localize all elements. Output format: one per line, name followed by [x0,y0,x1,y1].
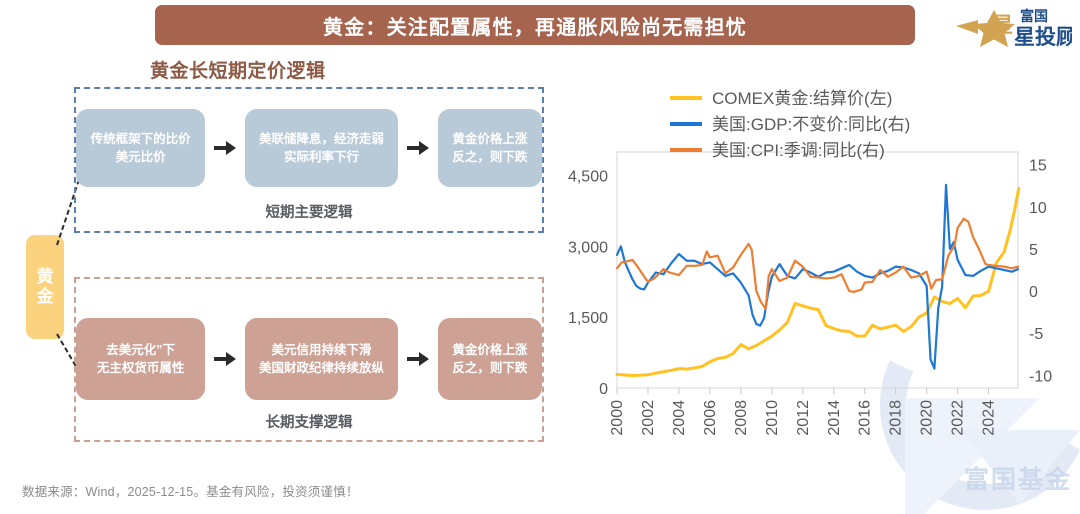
long-term-node-3[interactable]: 黄金价格上涨 反之，则下跌 [437,318,543,400]
long-term-node-2[interactable]: 美元信用持续下滑 美国财政纪律持续放纵 [245,318,398,400]
left-axis-tick-label: 0 [599,381,608,398]
header-bar: 黄金：关注配置属性，再通胀风险尚无需担忧 [155,5,915,45]
legend-label: 美国:CPI:季调:同比(右) [712,141,885,160]
right-axis-tick-label: -10 [1029,368,1052,385]
x-axis-tick-label: 2004 [671,400,688,436]
x-axis-tick-label: 2012 [795,400,812,436]
logo-brand-main: 星投顾 [1014,25,1072,49]
arrow-right-icon [214,352,237,366]
short-term-flow: 传统框架下的比价 美元比价 美联储降息，经济走弱 实际利率下行 黄金价格上涨 反之，则… [76,89,543,201]
left-axis-tick-label: 1,500 [568,310,608,327]
page-title: 黄金：关注配置属性，再通胀风险尚无需担忧 [323,16,747,39]
left-axis-tick-label: 4,500 [568,169,608,186]
gold-label-tag: 黄 金 [26,235,64,339]
star-icon [973,10,1015,47]
short-term-node-1[interactable]: 传统框架下的比价 美元比价 [76,109,206,187]
long-term-label: 长期支撑逻辑 [265,415,353,431]
x-axis-tick-label: 2018 [888,400,905,436]
x-axis-tick-label: 2022 [950,400,967,436]
brand-logo: 星 富国 星投顾 [954,4,1072,52]
x-axis-tick-label: 2006 [702,400,719,436]
x-axis-tick-label: 2002 [640,400,657,436]
x-axis-tick-label: 2020 [919,400,936,436]
series-line [615,186,1021,377]
legend-label: 美国:GDP:不变价:同比(右) [712,115,910,134]
x-axis-tick-label: 2000 [609,400,626,436]
right-axis-tick-label: 5 [1029,242,1038,259]
long-term-node-1[interactable]: 去美元化”下 无主权货币属性 [76,318,206,400]
right-axis-tick-label: -5 [1029,326,1043,343]
right-axis-tick-label: 10 [1029,200,1047,217]
short-term-node-2[interactable]: 美联储降息，经济走弱 实际利率下行 [245,109,398,187]
short-term-group: 传统框架下的比价 美元比价 美联储降息，经济走弱 实际利率下行 黄金价格上涨 反之，则… [74,87,544,233]
long-term-flow: 去美元化”下 无主权货币属性 美元信用持续下滑 美国财政纪律持续放纵 黄金价格上涨反… [76,279,543,411]
short-term-label: 短期主要逻辑 [265,205,353,221]
right-axis-tick-label: 15 [1029,158,1047,175]
data-source-footnote: 数据来源：Wind，2025-12-15。基金有风险，投资须谨慎！ [22,485,359,499]
arrow-right-icon [406,352,429,366]
plot-area [616,151,1019,389]
panel-title: 黄金长短期定价逻辑 [150,61,326,82]
x-axis-tick-label: 2010 [764,400,781,436]
x-axis-tick-label: 2016 [857,400,874,436]
gold-tag-char-1: 黄 [36,267,54,287]
logo-graphic: 星 富国 星投顾 [956,8,1072,49]
logo-brand-top: 富国 [1020,8,1048,24]
chart-canvas: 0 1,500 3,000 4,500 -10 -5 0 5 10 15 2000 2002 2004 2… [568,89,1052,436]
series-line [615,217,1020,310]
x-axis-tick-label: 2024 [981,400,998,436]
short-term-node-3[interactable]: 黄金价格上涨 反之，则下跌 [437,109,543,187]
long-term-group: 去美元化”下 无主权货币属性 美元信用持续下滑 美国财政纪律持续放纵 黄金价格上涨反… [74,277,544,442]
left-axis-tick-label: 3,000 [568,239,608,256]
x-axis-tick-label: 2014 [826,400,843,436]
x-axis-tick-label: 2008 [733,400,750,436]
arrow-right-icon [406,141,429,155]
star-tail-icon [956,20,978,34]
logo-star-char: 星 [992,14,1013,37]
right-axis-tick-label: 0 [1029,284,1038,301]
gold-tag-char-2: 金 [36,287,54,306]
gold-macro-chart: 0 1,500 3,000 4,500 -10 -5 0 5 10 15 2000 2002 2004 2… [545,80,1080,480]
arrow-right-icon [214,141,237,155]
legend-label: COMEX黄金:结算价(左) [712,89,892,108]
